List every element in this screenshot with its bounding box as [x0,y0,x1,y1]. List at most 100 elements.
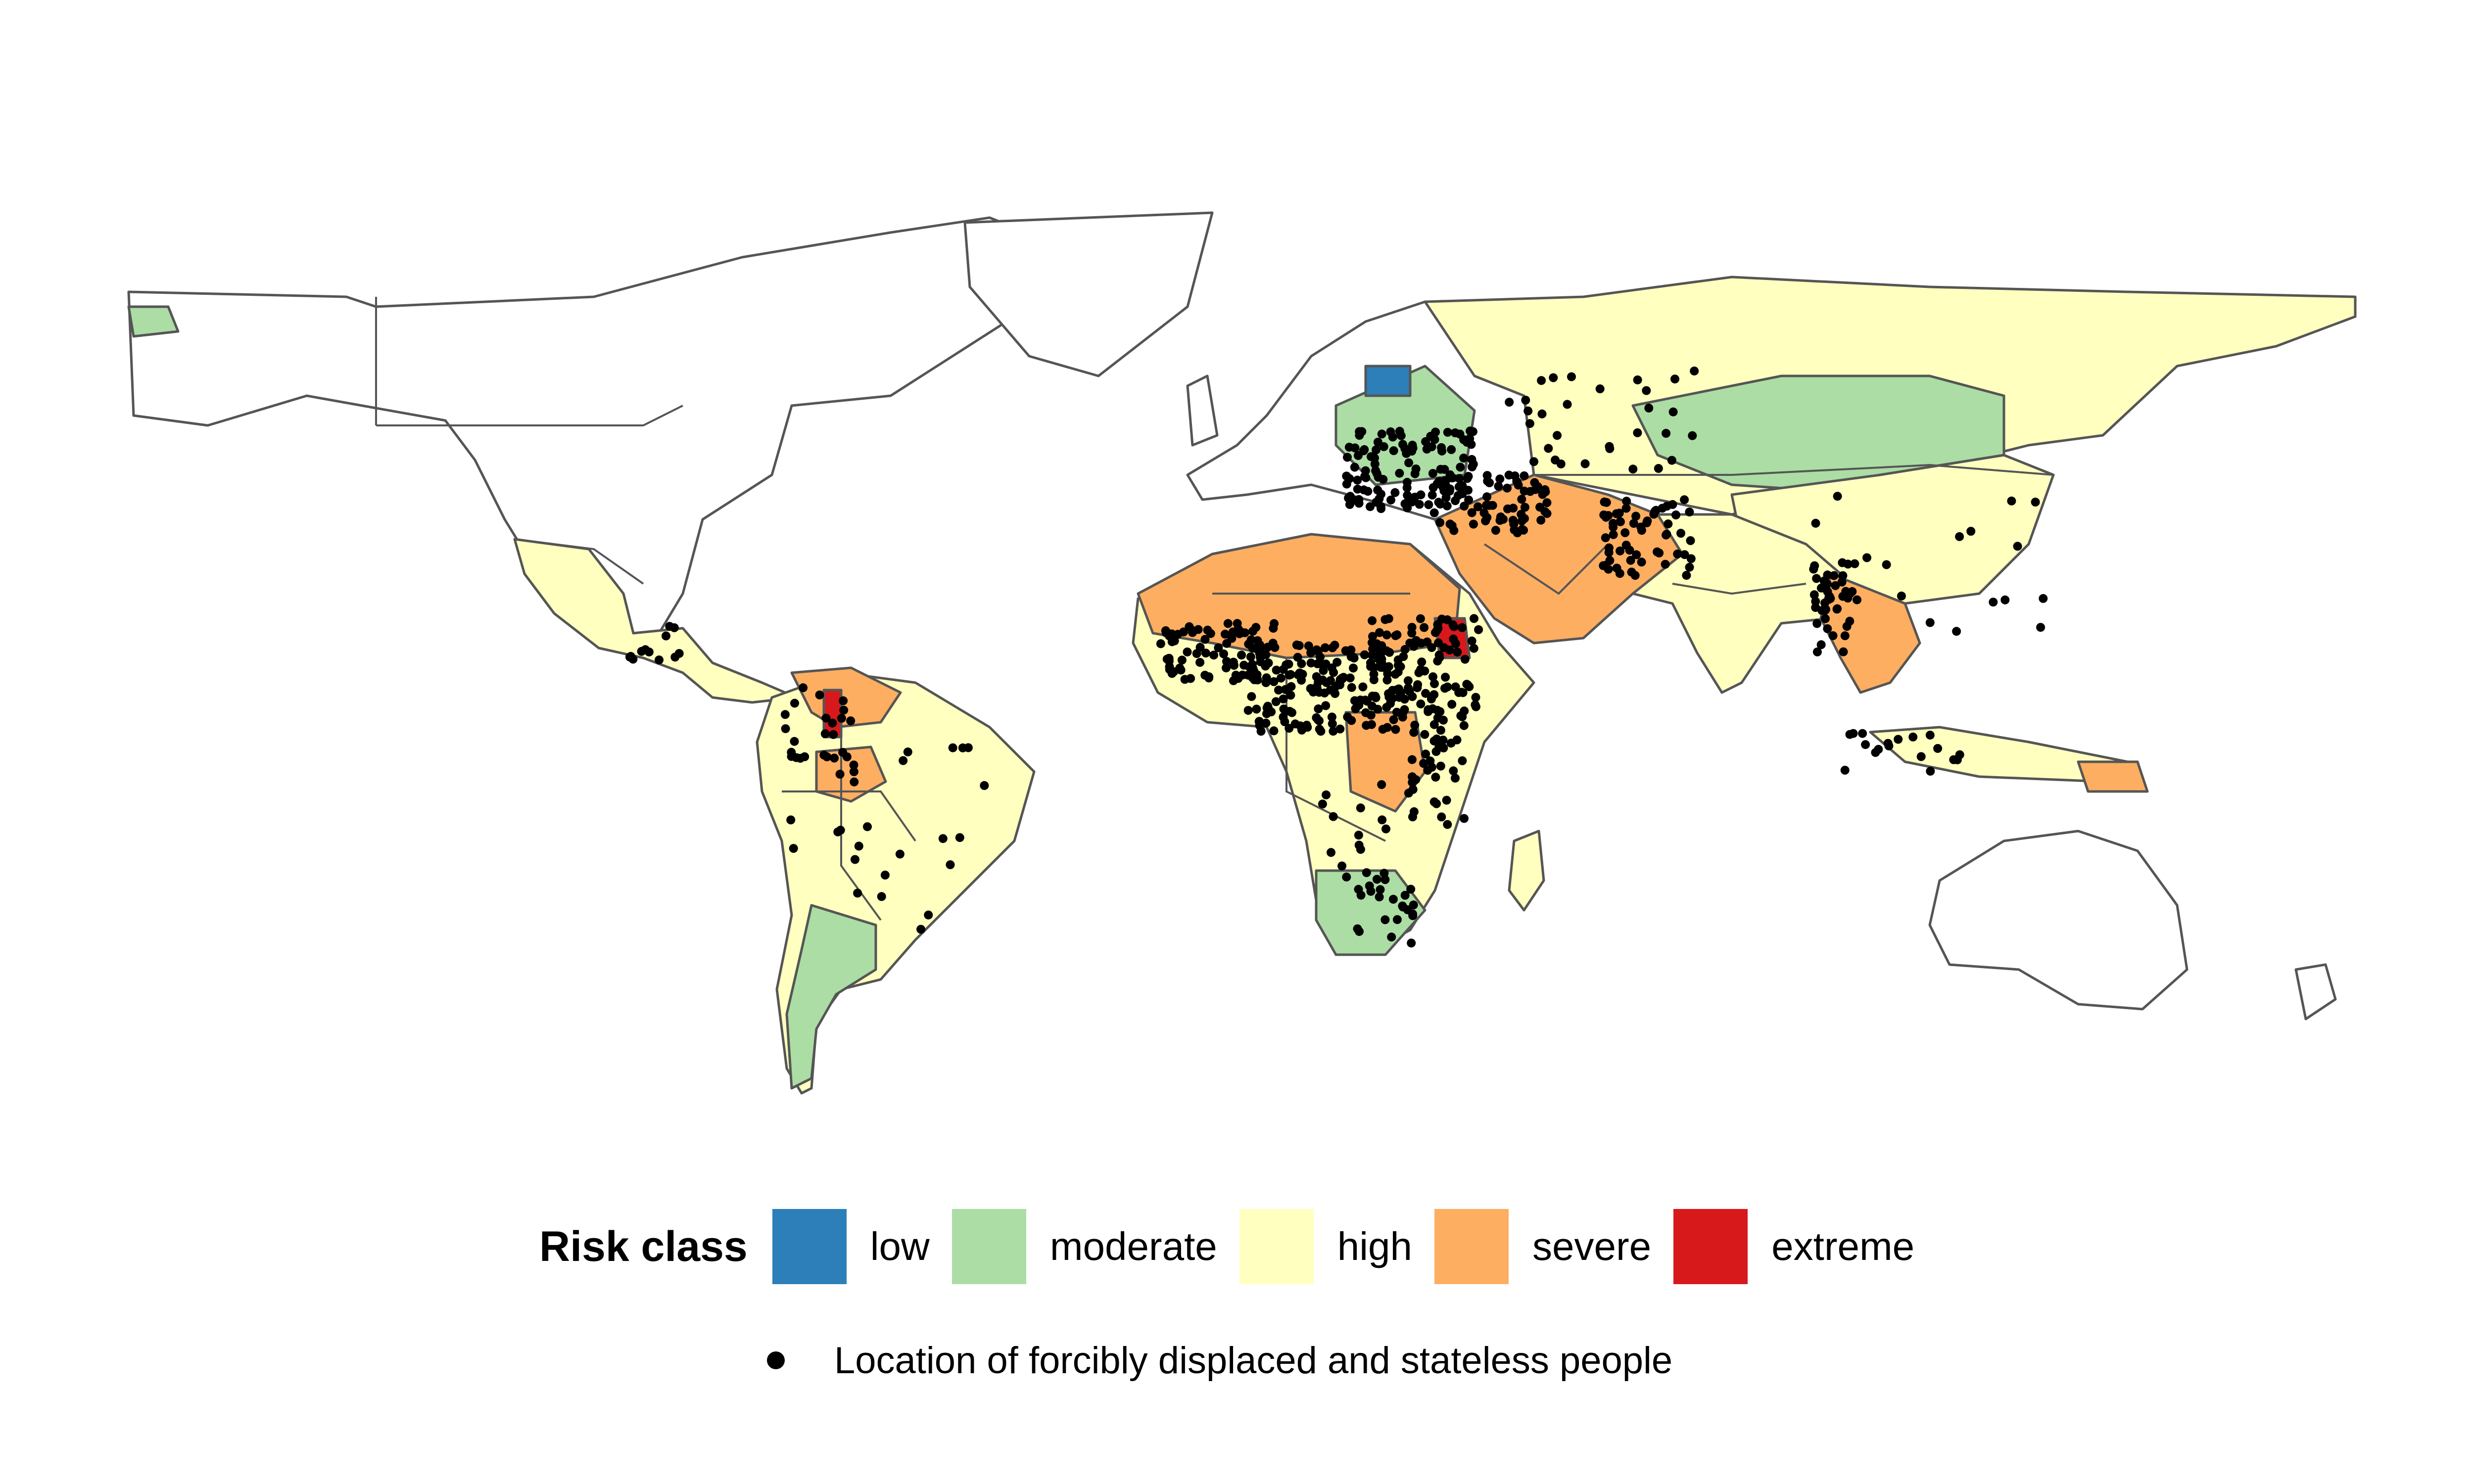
displacement-point [1269,726,1279,736]
displacement-point [1456,463,1465,472]
displacement-point [1812,574,1821,583]
displacement-point [1989,598,1998,607]
displacement-point [789,844,798,853]
displacement-point [1407,938,1416,948]
displacement-point [1823,570,1832,580]
displacement-point [1388,894,1398,904]
country-borders [375,297,2054,921]
displacement-point [1908,732,1918,742]
displacement-point [1831,581,1840,590]
displacement-point [1420,730,1429,739]
displacement-point [1421,749,1430,759]
displacement-point [1628,464,1638,474]
legend-item-moderate: moderate [952,1209,1217,1284]
risk-class-legend: Risk class low moderate high severe extr… [539,1207,1937,1286]
displacement-point [1680,550,1689,559]
displacement-point [1428,483,1438,492]
displacement-point [1622,497,1631,506]
displacement-point [1451,496,1460,506]
displacement-point [1354,499,1364,508]
displacement-point [1828,631,1838,641]
displacement-point [1809,590,1819,600]
displacement-point [1605,442,1614,451]
displacement-point [1386,495,1395,505]
displacement-point [1650,507,1660,516]
displacement-point [1499,514,1508,524]
displacement-point [1356,696,1365,705]
displacement-point [1413,683,1422,693]
legend-swatch-high [1239,1209,1314,1284]
displacement-point [1353,484,1362,494]
displacement-point [1424,705,1433,714]
displacement-point [1329,727,1338,736]
displacement-point [1535,503,1545,512]
displacement-point [849,767,858,777]
displacement-point [1439,643,1449,652]
displacement-point [1387,932,1396,942]
displacement-point [1434,498,1443,507]
displacement-point [850,777,859,787]
displacement-point [1505,398,1514,407]
displacement-point [1294,641,1304,650]
displacement-point [1377,504,1386,513]
displacement-point [1427,695,1436,703]
displacement-point [1261,661,1270,671]
displacement-point [1343,712,1352,722]
displacement-point [1443,682,1452,692]
displacement-point [880,871,890,880]
displacement-point [1449,634,1458,644]
displacement-point [1538,490,1547,499]
border-russia-south [1534,464,2054,476]
displacement-point [1356,803,1365,813]
displacement-point [1424,500,1433,510]
displacement-point [1435,518,1445,527]
displacement-point [1165,665,1174,674]
displacement-point [1600,497,1609,507]
displacement-point [1449,766,1458,776]
displacement-point [1371,692,1380,701]
displacement-point [1290,719,1300,729]
displacement-point [1455,474,1464,483]
displacement-point [2036,623,2046,632]
displacement-point [1410,469,1420,478]
displacement-point [980,781,989,790]
displacement-point [1437,443,1446,452]
displacement-point [1341,646,1350,655]
displacement-point [1328,719,1337,729]
displacement-point [1449,526,1459,535]
displacement-point [1318,799,1327,809]
displacement-point [1491,526,1500,535]
displacement-point [1630,571,1640,580]
displacement-point [1329,812,1338,821]
displacement-point [1436,464,1445,474]
displacement-point [1673,549,1682,558]
displacement-point [1439,743,1448,753]
displacement-point [1403,905,1412,915]
displacement-point [1156,639,1165,649]
displacement-point [1360,445,1369,454]
displacement-point [1375,628,1384,637]
displacement-point [1633,428,1642,437]
displacement-point [1344,493,1353,503]
displacement-point [1286,691,1295,700]
displacement-point [1251,623,1261,632]
displacement-point [1237,650,1246,660]
displacement-point [1350,463,1359,472]
displacement-point [1375,892,1384,902]
displacement-point [1916,752,1926,761]
displacement-point [1209,650,1219,660]
displacement-point [1263,701,1273,711]
displacement-point [1850,559,1859,568]
displacement-point [1400,890,1410,900]
displacement-point [822,752,832,761]
displacement-point [1381,824,1390,834]
legend-title: Risk class [539,1222,748,1270]
displacement-point [1170,636,1179,646]
displacement-point [1372,875,1381,884]
displacement-point [1441,493,1451,502]
displacement-point [1668,500,1677,509]
displacement-point [1362,721,1371,730]
displacement-point [790,737,799,746]
new-zealand-region [2294,963,2337,1020]
displacement-point [1378,815,1387,825]
